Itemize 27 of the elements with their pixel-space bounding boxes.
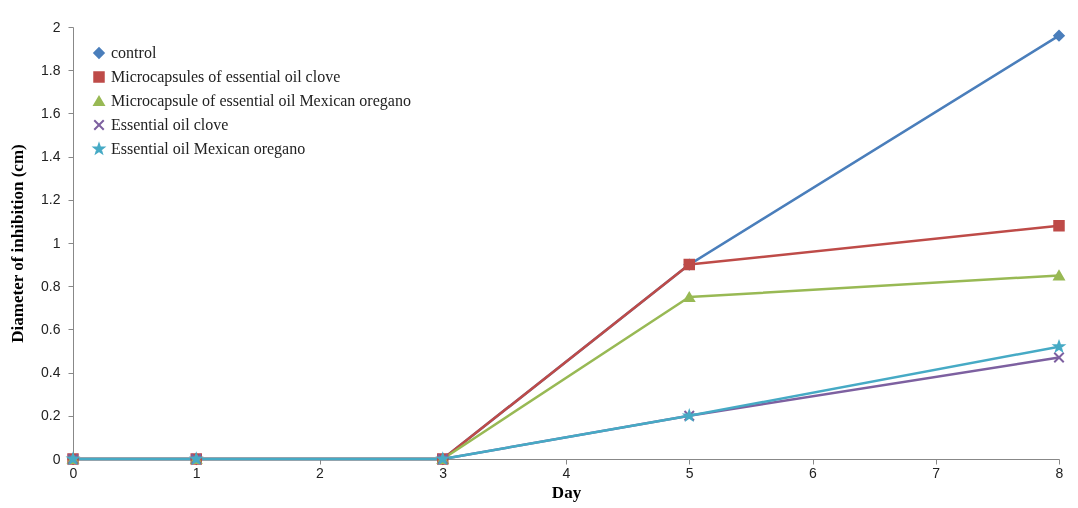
- legend-label: Essential oil clove: [111, 116, 229, 133]
- x-tick-label: 8: [1055, 464, 1064, 481]
- legend-label: Essential oil Mexican oregano: [111, 140, 306, 158]
- legend-label: control: [111, 44, 157, 61]
- y-tick-label: 0: [52, 450, 61, 467]
- y-tick-label: 0.2: [41, 407, 61, 424]
- y-tick-label: 1: [52, 234, 61, 251]
- y-axis-title: Diameter of inhibition (cm): [8, 144, 28, 343]
- y-tick-label: 1.4: [41, 148, 61, 165]
- x-tick-label: 4: [562, 464, 571, 481]
- y-tick-label: 0.4: [41, 364, 61, 381]
- legend-label: Microcapsule of essential oil Mexican oregano: [111, 92, 411, 110]
- y-tick-label: 0.8: [41, 277, 61, 294]
- x-tick-label: 1: [192, 464, 201, 481]
- y-tick-label: 2: [52, 18, 61, 35]
- x-tick-label: 7: [932, 464, 941, 481]
- y-tick-label: 1.6: [41, 104, 61, 121]
- legend-label: Microcapsules of essential oil clove: [111, 68, 341, 86]
- x-tick-label: 2: [316, 464, 325, 481]
- x-axis-title: Day: [551, 482, 582, 502]
- y-tick-label: 0.6: [41, 320, 61, 337]
- x-tick-label: 5: [685, 464, 694, 481]
- x-tick-label: 0: [69, 464, 78, 481]
- y-tick-label: 1.8: [41, 61, 61, 78]
- x-tick-label: 6: [809, 464, 818, 481]
- x-tick-label: 3: [439, 464, 448, 481]
- y-tick-label: 1.2: [41, 191, 61, 208]
